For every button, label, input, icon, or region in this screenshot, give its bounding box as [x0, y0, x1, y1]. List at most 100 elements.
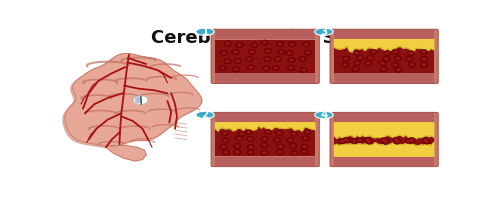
Polygon shape	[215, 123, 315, 131]
Ellipse shape	[385, 57, 389, 60]
Bar	[215, 30, 315, 39]
Ellipse shape	[133, 96, 148, 105]
Ellipse shape	[224, 151, 228, 154]
Ellipse shape	[422, 58, 426, 61]
Ellipse shape	[340, 140, 344, 143]
Ellipse shape	[410, 63, 414, 66]
Ellipse shape	[288, 139, 293, 142]
Ellipse shape	[423, 139, 431, 144]
Ellipse shape	[225, 60, 230, 63]
Bar	[215, 73, 315, 83]
Bar	[215, 40, 315, 73]
Polygon shape	[335, 40, 434, 52]
Ellipse shape	[245, 130, 252, 135]
Ellipse shape	[234, 51, 238, 54]
Ellipse shape	[344, 57, 348, 60]
Ellipse shape	[301, 69, 306, 71]
Ellipse shape	[352, 66, 359, 72]
Ellipse shape	[395, 56, 402, 61]
Ellipse shape	[247, 58, 251, 61]
Ellipse shape	[235, 151, 240, 154]
Ellipse shape	[240, 132, 244, 135]
Ellipse shape	[262, 151, 266, 154]
Ellipse shape	[221, 131, 229, 136]
Ellipse shape	[279, 51, 283, 54]
Ellipse shape	[304, 43, 308, 46]
Ellipse shape	[395, 67, 402, 72]
Ellipse shape	[224, 59, 231, 64]
Ellipse shape	[232, 50, 239, 55]
Ellipse shape	[382, 139, 386, 141]
Ellipse shape	[409, 52, 413, 55]
Ellipse shape	[423, 139, 428, 142]
Ellipse shape	[367, 140, 371, 143]
Ellipse shape	[306, 51, 310, 54]
Ellipse shape	[234, 149, 241, 155]
Ellipse shape	[353, 60, 361, 66]
Ellipse shape	[356, 137, 364, 143]
Ellipse shape	[279, 145, 283, 148]
Ellipse shape	[393, 137, 400, 142]
Ellipse shape	[383, 56, 390, 61]
Ellipse shape	[276, 149, 284, 155]
Ellipse shape	[222, 52, 226, 54]
Ellipse shape	[366, 62, 370, 65]
Ellipse shape	[238, 131, 246, 136]
Ellipse shape	[219, 66, 227, 71]
Ellipse shape	[237, 43, 242, 46]
Ellipse shape	[288, 57, 295, 62]
Ellipse shape	[304, 50, 312, 55]
Ellipse shape	[224, 41, 231, 46]
Ellipse shape	[276, 57, 280, 60]
Ellipse shape	[384, 51, 391, 56]
Ellipse shape	[247, 65, 254, 70]
Ellipse shape	[300, 58, 304, 61]
Ellipse shape	[248, 49, 255, 54]
Ellipse shape	[291, 144, 295, 147]
FancyBboxPatch shape	[211, 29, 319, 83]
Ellipse shape	[396, 68, 400, 71]
Ellipse shape	[385, 52, 389, 55]
Ellipse shape	[264, 67, 268, 70]
Ellipse shape	[233, 67, 240, 72]
Ellipse shape	[289, 66, 293, 69]
Text: 2: 2	[201, 110, 208, 120]
Ellipse shape	[302, 145, 306, 148]
Ellipse shape	[410, 139, 414, 142]
Ellipse shape	[275, 138, 279, 141]
Ellipse shape	[379, 60, 387, 66]
Ellipse shape	[351, 139, 358, 144]
Ellipse shape	[266, 49, 270, 52]
Ellipse shape	[405, 56, 413, 62]
Ellipse shape	[222, 138, 229, 143]
Ellipse shape	[380, 137, 388, 143]
Ellipse shape	[422, 50, 426, 53]
Circle shape	[196, 28, 214, 35]
Polygon shape	[105, 146, 147, 161]
Ellipse shape	[290, 131, 297, 136]
Ellipse shape	[339, 139, 346, 144]
Ellipse shape	[264, 48, 272, 54]
Ellipse shape	[392, 62, 399, 68]
Ellipse shape	[225, 42, 230, 45]
Ellipse shape	[278, 43, 282, 46]
Text: Cerebrovascular Stoke: Cerebrovascular Stoke	[150, 29, 380, 47]
Ellipse shape	[302, 150, 306, 153]
Ellipse shape	[236, 136, 243, 141]
Ellipse shape	[262, 66, 270, 71]
Ellipse shape	[135, 97, 142, 104]
Ellipse shape	[287, 52, 292, 55]
Ellipse shape	[272, 65, 279, 70]
Bar	[215, 113, 315, 122]
Bar	[335, 73, 434, 83]
Ellipse shape	[393, 63, 397, 66]
Ellipse shape	[247, 136, 254, 141]
Ellipse shape	[262, 41, 267, 44]
Ellipse shape	[382, 68, 386, 71]
Ellipse shape	[343, 63, 347, 66]
Ellipse shape	[370, 49, 377, 54]
Ellipse shape	[371, 50, 376, 53]
Ellipse shape	[235, 145, 239, 147]
Ellipse shape	[358, 138, 362, 141]
Ellipse shape	[356, 55, 364, 61]
